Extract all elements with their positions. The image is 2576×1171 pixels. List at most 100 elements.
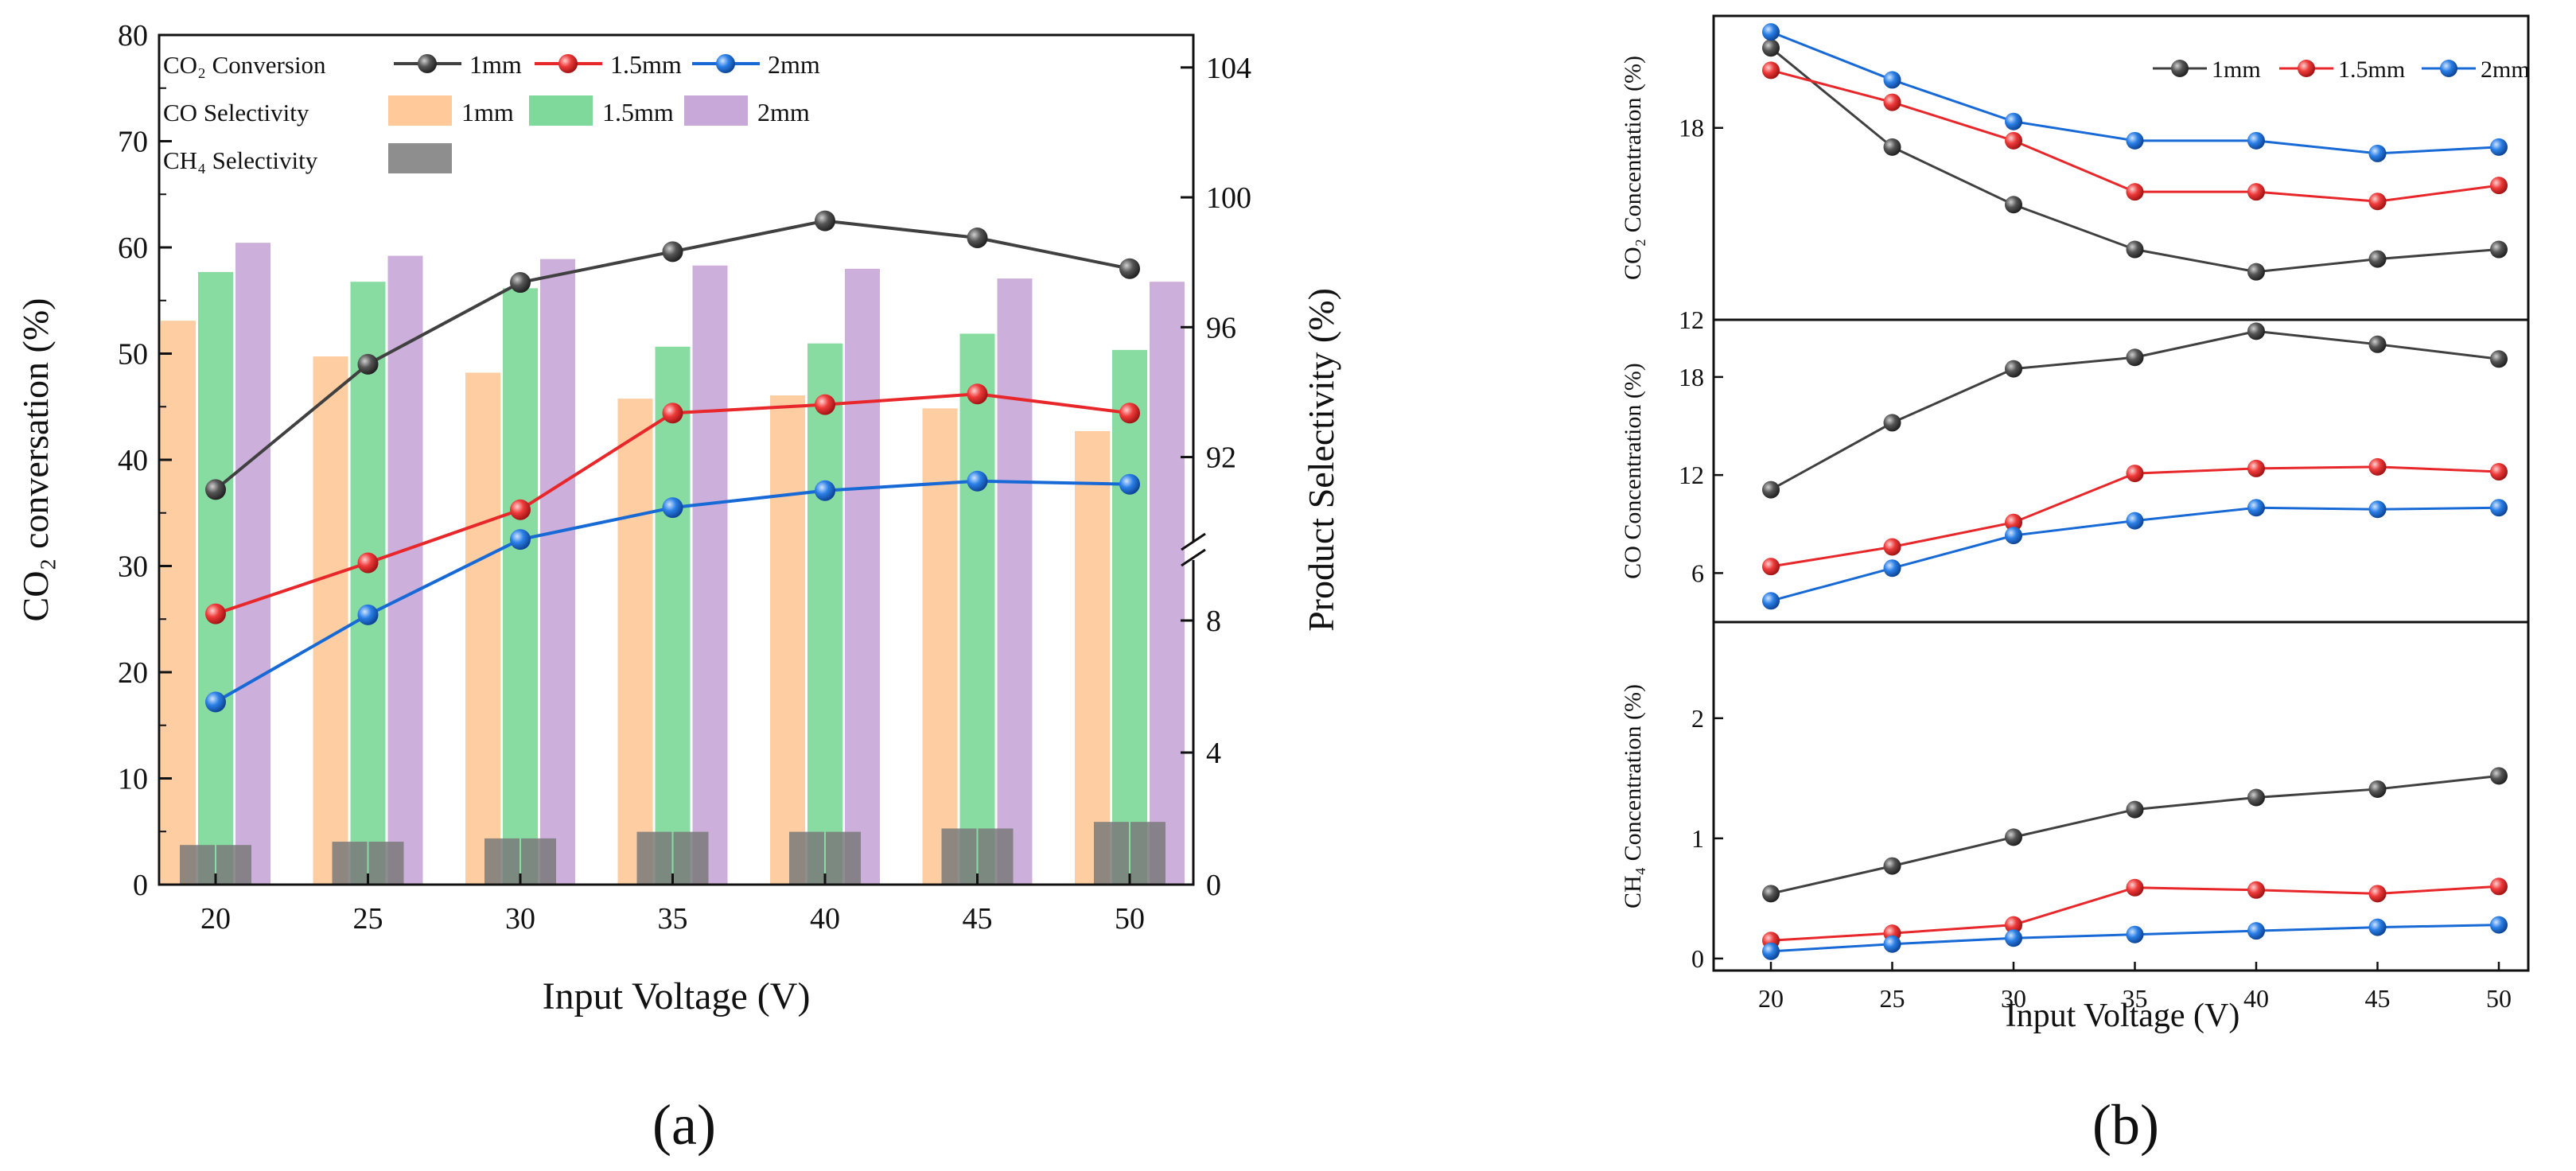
- co-selectivity-bar-1.5mm-45: [959, 333, 995, 885]
- conversion-point-2mm-25: [357, 604, 379, 625]
- co-selectivity-bar-2mm-50: [1150, 282, 1185, 885]
- a-left-tick-label-40: 40: [118, 444, 148, 477]
- b-point-2-1mm-45: [2368, 780, 2387, 798]
- a-legend-bar-ch4: [388, 143, 452, 173]
- b-point-2-1mm-40: [2247, 788, 2265, 807]
- a-y-left-label: CO₂ conversation (%): [15, 298, 56, 622]
- ch4-selectivity-bar-25-0: [332, 842, 368, 885]
- b-point-2-1.5mm-40: [2247, 881, 2265, 899]
- b-point-0-2mm-50: [2490, 138, 2508, 156]
- b-point-2-1mm-50: [2490, 767, 2508, 785]
- a-x-tick-label-30: 30: [505, 902, 535, 936]
- a-right-tick-label-4: 4: [1206, 737, 1221, 770]
- b-x-tick-label-50: 50: [2486, 984, 2512, 1013]
- b-point-0-1.5mm-50: [2490, 177, 2508, 195]
- ch4-selectivity-bar-20-0: [180, 845, 215, 885]
- a-legend-conversion-label: CO₂ Conversion: [163, 51, 326, 79]
- a-legend: CO₂ Conversion CO Selectivity CH₄ Select…: [163, 50, 820, 174]
- a-legend-conv-1mm: 1mm: [469, 50, 522, 79]
- a-right-tick-label-0: 0: [1206, 869, 1221, 902]
- b-x-tick-label-20: 20: [1758, 984, 1784, 1013]
- a-lines: [205, 210, 1140, 713]
- b-point-1-1.5mm-50: [2490, 463, 2508, 481]
- b-point-2-2mm-30: [2005, 929, 2022, 947]
- b-point-1-1mm-45: [2368, 335, 2387, 353]
- a-axes: 0 10 20 30 40 50 60 70 80 0 4 8 92 96 100 104 20 25 30 35 40…: [118, 19, 1251, 936]
- b-point-1-2mm-50: [2490, 499, 2508, 517]
- b-point-1-1mm-20: [1762, 480, 1780, 499]
- a-x-tick-label-45: 45: [963, 902, 993, 936]
- conversion-point-1mm-50: [1119, 258, 1140, 279]
- a-legend-co-1mm: 1mm: [461, 98, 514, 126]
- co-selectivity-bar-1.5mm-40: [807, 343, 842, 885]
- b-point-1-1mm-40: [2247, 322, 2265, 340]
- a-legend-marker-15mm: [558, 54, 578, 73]
- b-point-0-2mm-30: [2005, 112, 2022, 130]
- b-point-0-1mm-50: [2490, 240, 2508, 259]
- ch4-selectivity-bar-20-1: [216, 845, 251, 885]
- b-point-1-1.5mm-35: [2126, 465, 2144, 483]
- b-point-2-1mm-25: [1883, 857, 1901, 875]
- conversion-point-2mm-35: [662, 497, 683, 519]
- ch4-selectivity-bar-50-0: [1094, 822, 1129, 885]
- ch4-selectivity-bar-45-1: [978, 828, 1014, 885]
- a-left-tick-label-10: 10: [118, 763, 148, 796]
- b-point-1-1.5mm-20: [1762, 558, 1780, 576]
- b-y-label-0: CO₂ Concentration (%): [1620, 56, 1646, 280]
- ch4-selectivity-bar-35-1: [673, 831, 709, 885]
- b-legend-15mm: 1.5mm: [2338, 56, 2405, 83]
- b-tick-label-0-18: 18: [1679, 114, 1704, 142]
- conversion-point-1mm-45: [967, 227, 988, 248]
- a-x-label: Input Voltage (V): [543, 975, 811, 1017]
- b-point-1-2mm-45: [2368, 500, 2387, 519]
- co-selectivity-bar-1mm-35: [617, 399, 653, 885]
- b-point-0-2mm-35: [2126, 131, 2144, 150]
- co-selectivity-bar-2mm-35: [692, 265, 728, 885]
- a-x-tick-label-35: 35: [658, 902, 688, 936]
- b-point-0-1.5mm-20: [1762, 61, 1780, 80]
- ch4-selectivity-bar-40-1: [826, 831, 861, 885]
- co-selectivity-bar-1.5mm-35: [655, 346, 691, 885]
- co-selectivity-bar-1mm-50: [1075, 430, 1110, 885]
- co-selectivity-bar-2mm-25: [387, 255, 423, 885]
- a-left-tick-label-30: 30: [118, 550, 148, 584]
- b-point-0-1.5mm-35: [2126, 183, 2144, 201]
- b-point-2-2mm-35: [2126, 925, 2144, 943]
- co-selectivity-bar-1mm-20: [161, 321, 196, 885]
- conversion-point-2mm-50: [1119, 473, 1140, 495]
- conversion-point-2mm-40: [815, 480, 835, 501]
- b-x-tick-label-45: 45: [2365, 984, 2391, 1013]
- a-legend-conv-2mm: 2mm: [768, 50, 820, 79]
- ch4-selectivity-bar-50-1: [1130, 822, 1165, 885]
- a-right-tick-label-100: 100: [1206, 181, 1251, 215]
- conversion-point-1.5mm-45: [967, 383, 988, 405]
- co-selectivity-bar-1mm-30: [465, 372, 500, 885]
- a-legend-bar-15mm: [529, 95, 593, 126]
- b-point-1-1mm-30: [2005, 360, 2022, 378]
- a-y-right-label: Product Selectivity (%): [1301, 288, 1341, 632]
- b-point-1-1.5mm-45: [2368, 457, 2387, 476]
- b-point-0-1mm-25: [1883, 138, 1901, 156]
- b-tick-label-2-1: 1: [1691, 824, 1704, 853]
- conversion-point-1.5mm-50: [1119, 403, 1140, 424]
- b-point-0-1.5mm-25: [1883, 93, 1901, 111]
- a-right-tick-label-104: 104: [1206, 52, 1251, 85]
- b-point-2-2mm-25: [1883, 935, 1901, 953]
- a-left-tick-label-80: 80: [118, 19, 148, 53]
- ch4-selectivity-bar-40-0: [789, 831, 824, 885]
- b-caption: (b): [2092, 1093, 2159, 1157]
- b-tick-label-2-0: 0: [1691, 944, 1704, 973]
- b-legend: 1mm 1.5mm 2mm: [2153, 56, 2530, 83]
- a-left-tick-label-70: 70: [118, 126, 148, 159]
- a-legend-co-2mm: 2mm: [757, 98, 810, 126]
- a-legend-co-label: CO Selectivity: [163, 99, 309, 126]
- b-x-tick-label-25: 25: [1880, 984, 1905, 1013]
- b-point-1-2mm-20: [1762, 592, 1780, 610]
- b-point-0-1mm-40: [2247, 263, 2265, 281]
- b-line-2-1mm: [1770, 774, 2500, 895]
- b-legend-2mm: 2mm: [2481, 56, 2530, 83]
- ch4-selectivity-bar-30-0: [484, 838, 519, 885]
